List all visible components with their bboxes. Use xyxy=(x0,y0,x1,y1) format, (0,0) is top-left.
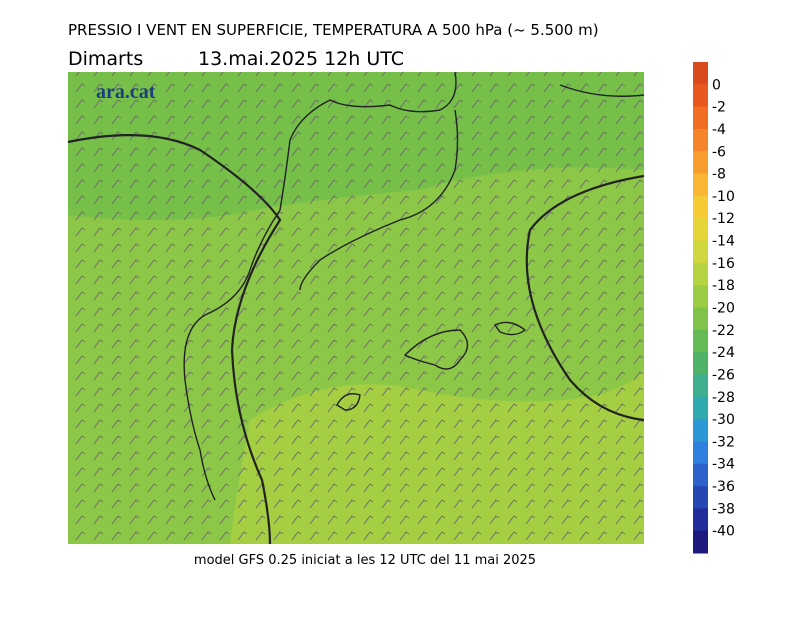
colorbar-segment xyxy=(693,396,708,420)
colorbar-segment xyxy=(693,374,708,398)
wind-barbs xyxy=(68,72,644,544)
colorbar-label: -4 xyxy=(712,122,726,138)
colorbar-segment xyxy=(693,128,708,152)
colorbar-segment xyxy=(693,173,708,197)
colorbar-label: -26 xyxy=(712,367,735,383)
date: 13.mai.2025 12h UTC xyxy=(198,48,404,70)
logo: ara.cat xyxy=(96,81,156,103)
colorbar-label: -18 xyxy=(712,278,735,294)
coastlines xyxy=(183,71,645,501)
colorbar-label: -10 xyxy=(712,189,735,205)
colorbar-segment xyxy=(693,151,708,175)
colorbar-segment xyxy=(693,240,708,264)
colorbar-segment xyxy=(693,352,708,375)
colorbar-segment xyxy=(693,329,708,353)
colorbar-label: -28 xyxy=(712,390,735,406)
colorbar-label: -38 xyxy=(712,501,735,517)
colorbar-label: -16 xyxy=(712,256,735,272)
colorbar-label: -30 xyxy=(712,412,735,428)
title: PRESSIO I VENT EN SUPERFICIE, TEMPERATUR… xyxy=(68,21,599,39)
colorbar-segment xyxy=(693,486,708,509)
colorbar-segment xyxy=(693,441,708,465)
colorbar-segment xyxy=(693,195,708,219)
colorbar-label: -14 xyxy=(712,234,735,250)
colorbar-segment xyxy=(693,106,708,130)
colorbar-label: -22 xyxy=(712,323,735,339)
day: Dimarts xyxy=(68,48,143,70)
colorbar-label: -2 xyxy=(712,100,726,116)
colorbar-label: -12 xyxy=(712,211,735,227)
colorbar-label: -6 xyxy=(712,144,726,160)
colorbar-segment xyxy=(693,218,708,242)
colorbar-segment xyxy=(693,508,708,532)
colorbar-segment xyxy=(693,530,708,554)
colorbar-label: -36 xyxy=(712,479,735,495)
colorbar-segment xyxy=(693,419,708,442)
colorbar-segment xyxy=(693,84,708,108)
colorbar-label: -24 xyxy=(712,345,735,361)
colorbar-label: -8 xyxy=(712,167,726,183)
colorbar-label: 0 xyxy=(712,77,721,93)
colorbar-label: -32 xyxy=(712,434,735,450)
isobars xyxy=(67,134,645,545)
colorbar-label: -20 xyxy=(712,301,735,317)
colorbar-segment xyxy=(693,463,708,487)
colorbar-label: -40 xyxy=(712,524,735,540)
colorbar-label: -34 xyxy=(712,457,735,473)
colorbar-segment xyxy=(693,285,708,308)
colorbar-segment xyxy=(693,262,708,286)
map: ara.cat xyxy=(67,71,645,545)
footer: model GFS 0.25 iniciat a les 12 UTC del … xyxy=(194,553,536,568)
colorbar-segment xyxy=(693,62,708,85)
colorbar-segment xyxy=(693,307,708,331)
colorbar: 0 -2 -4 -6 -8 -10 -12 -14 -16 -18 -20 -22 -24 -26 -28 -… xyxy=(693,62,735,554)
